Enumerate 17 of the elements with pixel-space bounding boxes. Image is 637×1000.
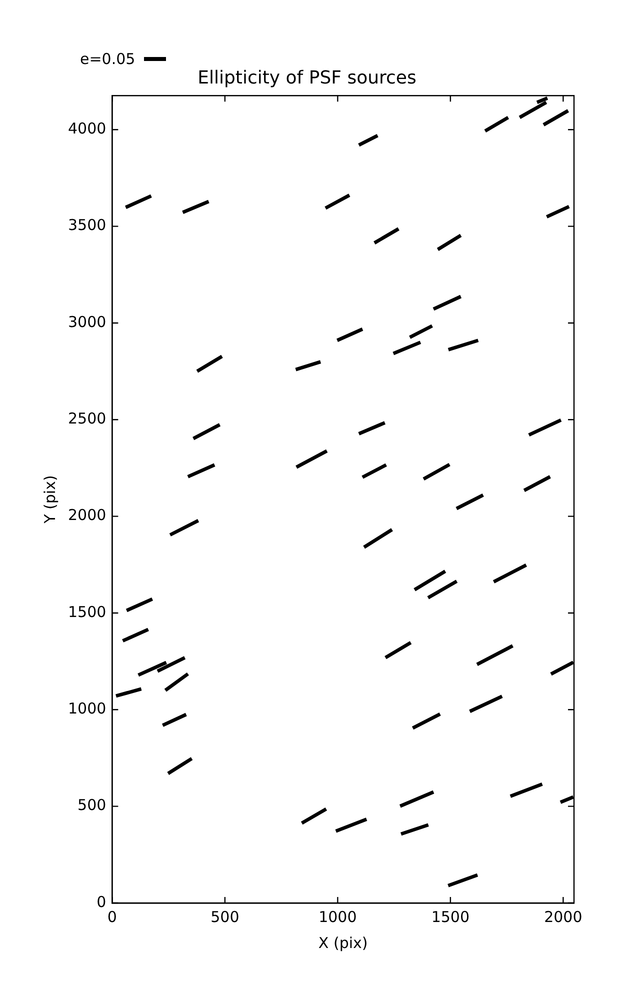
y-tick-label: 3500	[68, 216, 106, 234]
y-tick-label: 3000	[68, 312, 106, 331]
chart-title: Ellipticity of PSF sources	[198, 67, 416, 88]
y-tick-label: 1000	[68, 700, 106, 718]
y-tick-label: 2500	[68, 410, 106, 428]
y-tick-label: 1500	[68, 602, 106, 621]
y-tick-label: 4000	[68, 120, 106, 138]
y-axis-title: Y (pix)	[40, 475, 59, 524]
y-tick-label: 0	[96, 892, 106, 911]
text: e=0.05	[80, 50, 136, 68]
x-axis-title: X (pix)	[318, 934, 368, 952]
y-tick-label: 500	[78, 796, 106, 814]
x-tick-label: 2000	[544, 908, 582, 926]
x-tick-label: 1500	[431, 908, 470, 926]
x-tick-label: 1000	[318, 908, 357, 926]
x-tick-label: 500	[210, 908, 240, 926]
y-tick-label: 2000	[68, 506, 106, 524]
